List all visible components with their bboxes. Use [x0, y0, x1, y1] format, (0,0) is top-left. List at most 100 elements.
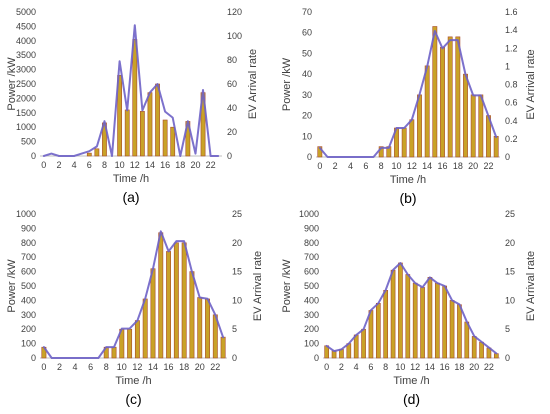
x-tick-label: 22 [206, 160, 216, 170]
y2-tick-label: 120 [227, 7, 242, 17]
power-bar [412, 282, 418, 359]
power-bar [432, 26, 438, 158]
x-tick-label: 10 [391, 161, 401, 171]
x-tick-label: 10 [117, 362, 127, 372]
x-tick-label: 22 [483, 161, 493, 171]
panel-caption: (d) [403, 391, 420, 407]
power-bar [447, 36, 453, 158]
chart-c: 0100200300400500600700800900100005101520… [6, 209, 264, 407]
x-tick-label: 16 [160, 160, 170, 170]
power-bar [470, 94, 476, 158]
y-tick-label: 300 [21, 310, 36, 320]
x-tick-label: 18 [179, 362, 189, 372]
x-tick-label: 2 [57, 362, 62, 372]
y2-tick-label: 0 [505, 353, 510, 363]
x-tick-label: 4 [354, 362, 359, 372]
x-tick-label: 4 [73, 362, 78, 372]
panel-caption: (a) [122, 189, 139, 205]
y2-tick-label: 0.8 [505, 80, 518, 90]
y-tick-label: 1000 [16, 122, 36, 132]
x-tick-label: 22 [210, 362, 220, 372]
y-tick-label: 700 [21, 252, 36, 262]
power-bar [398, 262, 403, 359]
x-tick-label: 12 [410, 362, 420, 372]
y2-tick-label: 5 [505, 324, 510, 334]
power-bar [455, 36, 461, 158]
x-axis-title: Time /h [393, 375, 429, 387]
y-tick-label: 5000 [16, 7, 36, 17]
y-tick-label: 0 [314, 353, 319, 363]
y-tick-label: 4000 [16, 36, 36, 46]
y2-tick-label: 10 [232, 295, 242, 305]
x-tick-label: 4 [72, 160, 77, 170]
power-bar [139, 111, 145, 157]
ev-arrival-rate-line [325, 262, 498, 355]
y-tick-label: 500 [21, 137, 36, 147]
x-tick-label: 12 [407, 161, 417, 171]
power-bar [173, 242, 179, 359]
y2-tick-label: 10 [505, 295, 515, 305]
y2-tick-label: 0.6 [505, 98, 518, 108]
chart-b: 0 10 20 30 40 50 60 70 0 0.2 0.4 0.6 0.8 1 1.2 1.4 1.6 0 2… [281, 7, 537, 206]
y-axis-title: Power /kW [6, 259, 18, 313]
y-tick-label: 900 [21, 223, 36, 233]
y-axis-title: Power /kW [281, 57, 293, 111]
ev-arrival-rate-line [42, 230, 225, 359]
y-axis-title: Power /kW [6, 57, 18, 111]
power-bar [220, 336, 226, 359]
y-axis-title: Power /kW [281, 259, 293, 313]
x-tick-label: 14 [148, 362, 158, 372]
power-bar [205, 298, 210, 359]
y2-axis-title: EV Arrival rate [525, 251, 537, 321]
y2-tick-label: 20 [232, 238, 242, 248]
power-bar [434, 282, 440, 359]
power-bar [353, 334, 359, 359]
power-bar [442, 285, 448, 359]
x-axis-title: Time /h [390, 174, 426, 186]
x-tick-label: 12 [132, 362, 142, 372]
chart-d: 0100200300400500600700800900100005101520… [281, 209, 537, 407]
y-tick-label: 2500 [16, 79, 36, 89]
power-bar [181, 242, 187, 359]
y2-tick-label: 1 [505, 61, 510, 71]
x-tick-label: 8 [383, 362, 388, 372]
y-tick-label: 0 [307, 152, 312, 162]
y2-tick-label: 20 [505, 238, 515, 248]
x-tick-label: 18 [453, 161, 463, 171]
y2-tick-label: 15 [232, 267, 242, 277]
y-tick-label: 400 [304, 295, 319, 305]
power-bar [142, 298, 148, 359]
y2-tick-label: 100 [227, 31, 242, 41]
y2-tick-label: 0 [227, 151, 232, 161]
power-bar [464, 321, 470, 359]
y-tick-label: 50 [302, 48, 312, 58]
power-bar [493, 135, 499, 158]
x-tick-label: 8 [104, 362, 109, 372]
power-bar [94, 148, 100, 157]
y2-tick-label: 0.4 [505, 116, 518, 126]
power-bar [471, 336, 477, 359]
power-bar [390, 269, 396, 359]
power-bar [405, 274, 411, 359]
x-tick-label: 10 [115, 160, 125, 170]
power-bar [424, 65, 430, 158]
ev-arrival-rate-line [318, 30, 498, 158]
power-bar [124, 109, 130, 157]
y-tick-label: 100 [21, 339, 36, 349]
ev-arrival-rate-line [42, 24, 220, 157]
panel-caption: (b) [399, 190, 416, 206]
y2-tick-label: 20 [227, 127, 237, 137]
power-bar [197, 297, 203, 359]
y-tick-label: 4500 [16, 21, 36, 31]
power-bar [409, 119, 415, 158]
x-tick-label: 10 [395, 362, 405, 372]
x-tick-label: 20 [469, 362, 479, 372]
y-tick-label: 3000 [16, 65, 36, 75]
y2-tick-label: 5 [232, 324, 237, 334]
y-tick-label: 30 [302, 90, 312, 100]
y2-tick-label: 25 [232, 209, 242, 219]
y2-tick-label: 25 [505, 209, 515, 219]
x-tick-label: 2 [333, 161, 338, 171]
y-tick-label: 0 [31, 151, 36, 161]
